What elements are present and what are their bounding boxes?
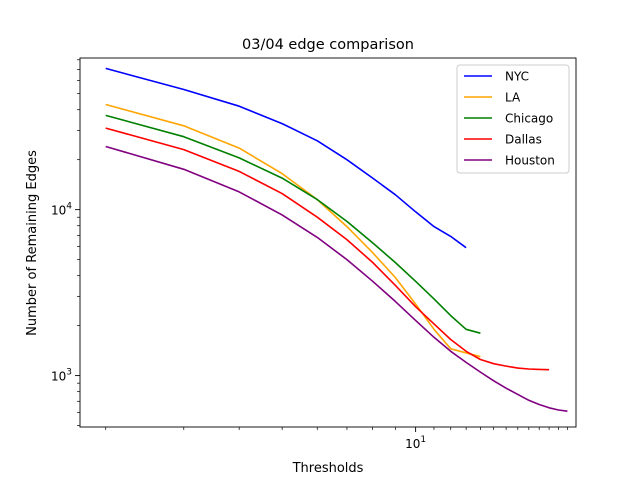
chart-title: 03/04 edge comparison: [242, 37, 414, 53]
y-tick-label: 104: [51, 202, 72, 218]
series-line-chicago: [106, 115, 481, 333]
y-tick-label: 103: [51, 368, 72, 384]
legend: NYC LA Chicago Dallas Houston: [457, 65, 569, 173]
series-line-houston: [106, 147, 568, 412]
series-line-la: [106, 105, 481, 357]
legend-label-la: LA: [505, 91, 521, 105]
y-axis-label: Number of Remaining Edges: [25, 150, 40, 336]
legend-label-nyc: NYC: [505, 70, 529, 84]
legend-label-chicago: Chicago: [505, 112, 553, 126]
x-tick-label: 101: [405, 435, 426, 451]
legend-label-dallas: Dallas: [505, 133, 542, 147]
series-line-nyc: [106, 68, 466, 247]
x-axis-label: Thresholds: [292, 461, 364, 476]
legend-label-houston: Houston: [505, 154, 555, 168]
